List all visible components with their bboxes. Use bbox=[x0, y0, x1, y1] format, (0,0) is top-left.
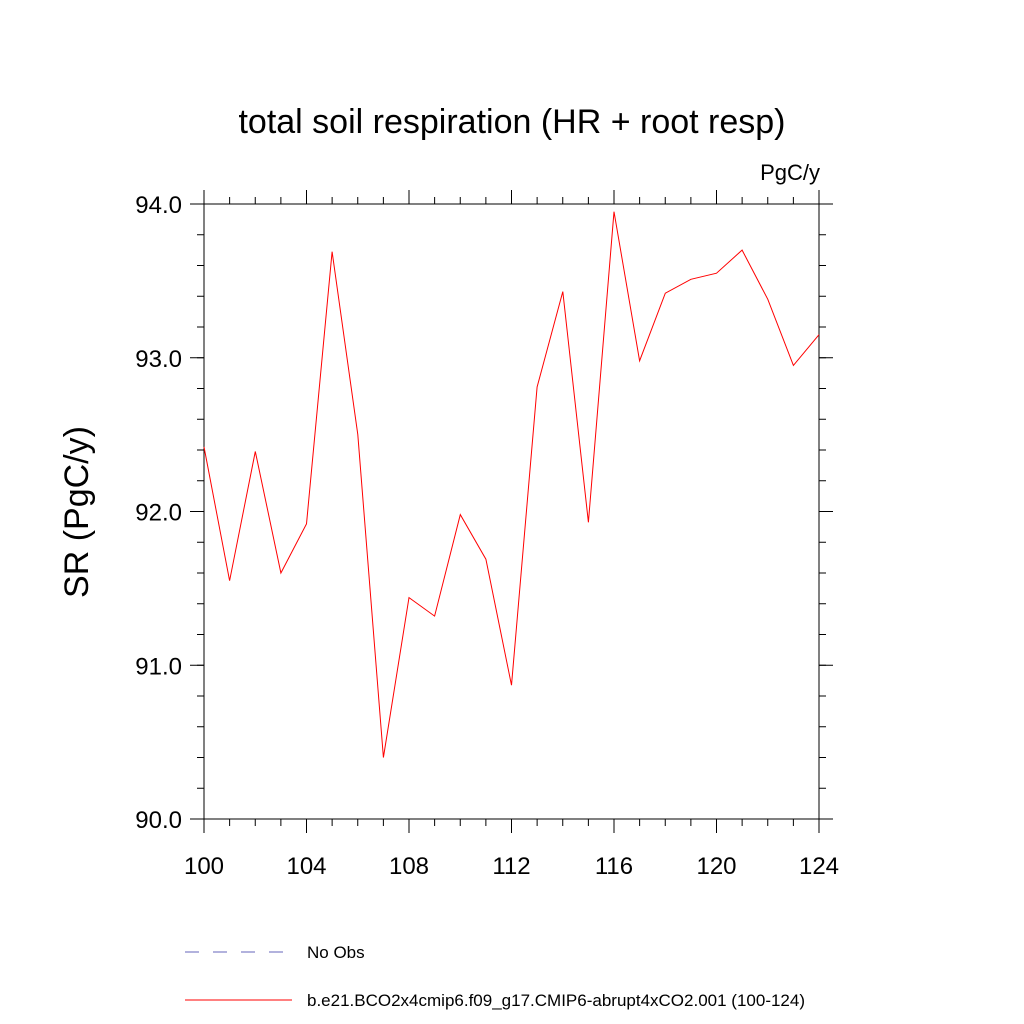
chart-title: total soil respiration (HR + root resp) bbox=[238, 103, 785, 141]
x-tick-label: 108 bbox=[389, 853, 429, 880]
y-tick-label: 92.0 bbox=[135, 500, 182, 527]
y-tick-label: 94.0 bbox=[135, 192, 182, 219]
y-axis-title: SR (PgC/y) bbox=[58, 426, 96, 598]
x-tick-label: 116 bbox=[595, 853, 633, 880]
x-tick-label: 120 bbox=[696, 853, 736, 880]
series-line bbox=[203, 211, 820, 758]
x-tick-label: 100 bbox=[184, 853, 224, 880]
legend-label-no-obs: No Obs bbox=[307, 943, 365, 962]
tick-labels: 90.0 91.0 92.0 93.0 94.0 100 104 108 112 116 120 12… bbox=[135, 192, 839, 880]
y-tick-label: 90.0 bbox=[135, 807, 182, 834]
y-tick-label: 91.0 bbox=[135, 653, 182, 680]
plot-frame bbox=[203, 203, 820, 820]
units-label: PgC/y bbox=[760, 160, 820, 185]
series-layer bbox=[203, 211, 820, 758]
x-tick-label: 112 bbox=[492, 853, 530, 880]
x-tick-label: 124 bbox=[799, 853, 839, 880]
legend: No Obs b.e21.BCO2x4cmip6.f09_g17.CMIP6-a… bbox=[185, 943, 805, 1010]
major-ticks bbox=[190, 190, 833, 833]
y-tick-label: 93.0 bbox=[135, 346, 182, 373]
legend-label-model: b.e21.BCO2x4cmip6.f09_g17.CMIP6-abrupt4x… bbox=[307, 991, 805, 1010]
minor-ticks bbox=[197, 197, 826, 826]
x-tick-label: 104 bbox=[286, 853, 326, 880]
